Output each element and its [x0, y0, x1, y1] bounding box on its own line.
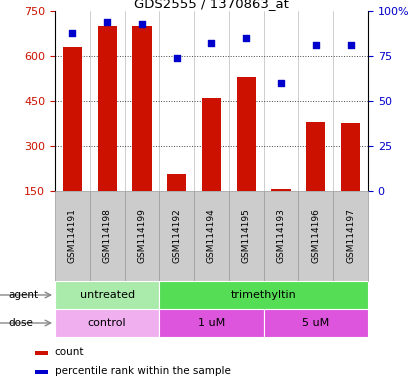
- Bar: [236, 77, 255, 191]
- Point: [103, 19, 110, 25]
- Bar: [34, 370, 48, 374]
- Text: GSM114195: GSM114195: [241, 209, 250, 263]
- Text: GSM114199: GSM114199: [137, 209, 146, 263]
- Bar: [132, 26, 151, 191]
- Bar: [306, 122, 325, 191]
- Bar: [193, 191, 228, 281]
- Bar: [159, 309, 263, 337]
- Text: GSM114193: GSM114193: [276, 209, 285, 263]
- Point: [346, 42, 353, 48]
- Bar: [124, 191, 159, 281]
- Point: [138, 20, 145, 26]
- Text: untreated: untreated: [79, 290, 135, 300]
- Bar: [90, 191, 124, 281]
- Bar: [263, 309, 367, 337]
- Bar: [271, 189, 290, 191]
- Text: dose: dose: [8, 318, 33, 328]
- Bar: [159, 281, 367, 309]
- Point: [208, 40, 214, 46]
- Bar: [167, 174, 186, 191]
- Text: agent: agent: [8, 290, 38, 300]
- Point: [312, 42, 318, 48]
- Text: GSM114198: GSM114198: [102, 209, 111, 263]
- Bar: [202, 98, 220, 191]
- Text: control: control: [88, 318, 126, 328]
- Bar: [34, 351, 48, 355]
- Text: GSM114192: GSM114192: [172, 209, 181, 263]
- Text: GSM114194: GSM114194: [207, 209, 216, 263]
- Text: count: count: [54, 347, 84, 357]
- Bar: [55, 281, 159, 309]
- Text: 1 uM: 1 uM: [198, 318, 225, 328]
- Text: GSM114196: GSM114196: [310, 209, 319, 263]
- Bar: [55, 309, 159, 337]
- Bar: [63, 47, 82, 191]
- Point: [277, 80, 284, 86]
- Bar: [97, 26, 117, 191]
- Bar: [263, 191, 298, 281]
- Point: [243, 35, 249, 41]
- Text: 5 uM: 5 uM: [301, 318, 329, 328]
- Bar: [340, 124, 359, 191]
- Bar: [333, 191, 367, 281]
- Text: GSM114197: GSM114197: [345, 209, 354, 263]
- Text: trimethyltin: trimethyltin: [230, 290, 296, 300]
- Title: GDS2555 / 1370863_at: GDS2555 / 1370863_at: [134, 0, 288, 10]
- Bar: [228, 191, 263, 281]
- Text: GSM114191: GSM114191: [68, 209, 77, 263]
- Bar: [55, 191, 90, 281]
- Point: [173, 55, 180, 61]
- Point: [69, 30, 76, 36]
- Bar: [298, 191, 333, 281]
- Text: percentile rank within the sample: percentile rank within the sample: [54, 366, 230, 376]
- Bar: [159, 191, 193, 281]
